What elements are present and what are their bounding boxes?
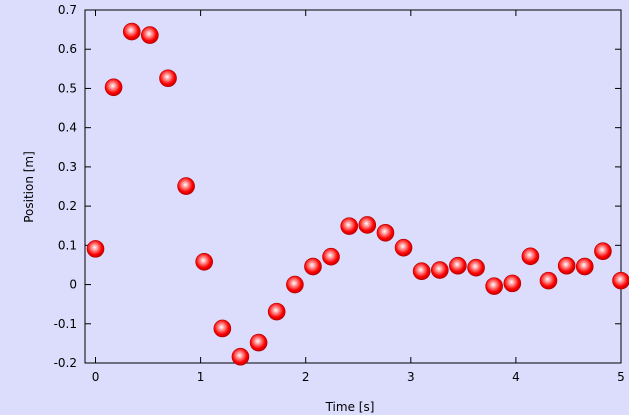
data-point: [557, 256, 576, 275]
y-tick-label: 0.4: [58, 121, 77, 135]
data-point: [412, 262, 431, 281]
data-point: [449, 256, 467, 275]
data-point: [231, 347, 250, 366]
data-points: [86, 22, 629, 366]
x-tick-label: 1: [197, 370, 205, 384]
data-point: [467, 258, 485, 277]
y-tick-label: -0.2: [54, 356, 77, 370]
data-point: [86, 240, 105, 258]
y-axis-label: Position [m]: [22, 151, 36, 223]
y-tick-label: 0: [69, 278, 77, 292]
y-tick-label: 0.2: [58, 199, 77, 213]
y-tick-label: 0.1: [58, 238, 77, 252]
data-point: [304, 257, 322, 276]
data-point: [594, 242, 612, 261]
data-point: [431, 261, 449, 279]
data-point: [177, 177, 195, 195]
data-point: [485, 277, 503, 295]
data-point: [104, 78, 123, 97]
x-axis-label: Time [s]: [325, 400, 375, 414]
data-point: [249, 333, 268, 352]
data-point: [122, 22, 141, 41]
x-tick-label: 3: [407, 370, 415, 384]
data-point: [195, 253, 213, 271]
data-point: [322, 247, 340, 266]
data-point: [159, 69, 177, 88]
data-point: [286, 275, 304, 294]
x-tick-label: 2: [302, 370, 310, 384]
data-point: [612, 271, 629, 290]
y-tick-label: 0.5: [58, 81, 77, 95]
y-tick-label: -0.1: [54, 317, 77, 331]
data-point: [394, 238, 413, 257]
data-point: [267, 302, 286, 321]
data-point: [575, 257, 594, 276]
y-tick-label: 0.3: [58, 160, 77, 174]
data-point: [376, 223, 395, 242]
x-tick-label: 4: [512, 370, 520, 384]
x-tick-label: 5: [617, 370, 625, 384]
y-tick-label: 0.7: [58, 3, 77, 17]
x-tick-label: 0: [92, 370, 100, 384]
data-point: [340, 217, 359, 235]
data-point: [213, 319, 232, 338]
plot-area: [84, 9, 622, 364]
data-point: [503, 274, 522, 293]
data-point: [539, 271, 558, 290]
data-point: [141, 26, 159, 44]
y-tick-label: 0.6: [58, 42, 77, 56]
data-point: [521, 247, 540, 266]
data-point: [358, 216, 377, 234]
